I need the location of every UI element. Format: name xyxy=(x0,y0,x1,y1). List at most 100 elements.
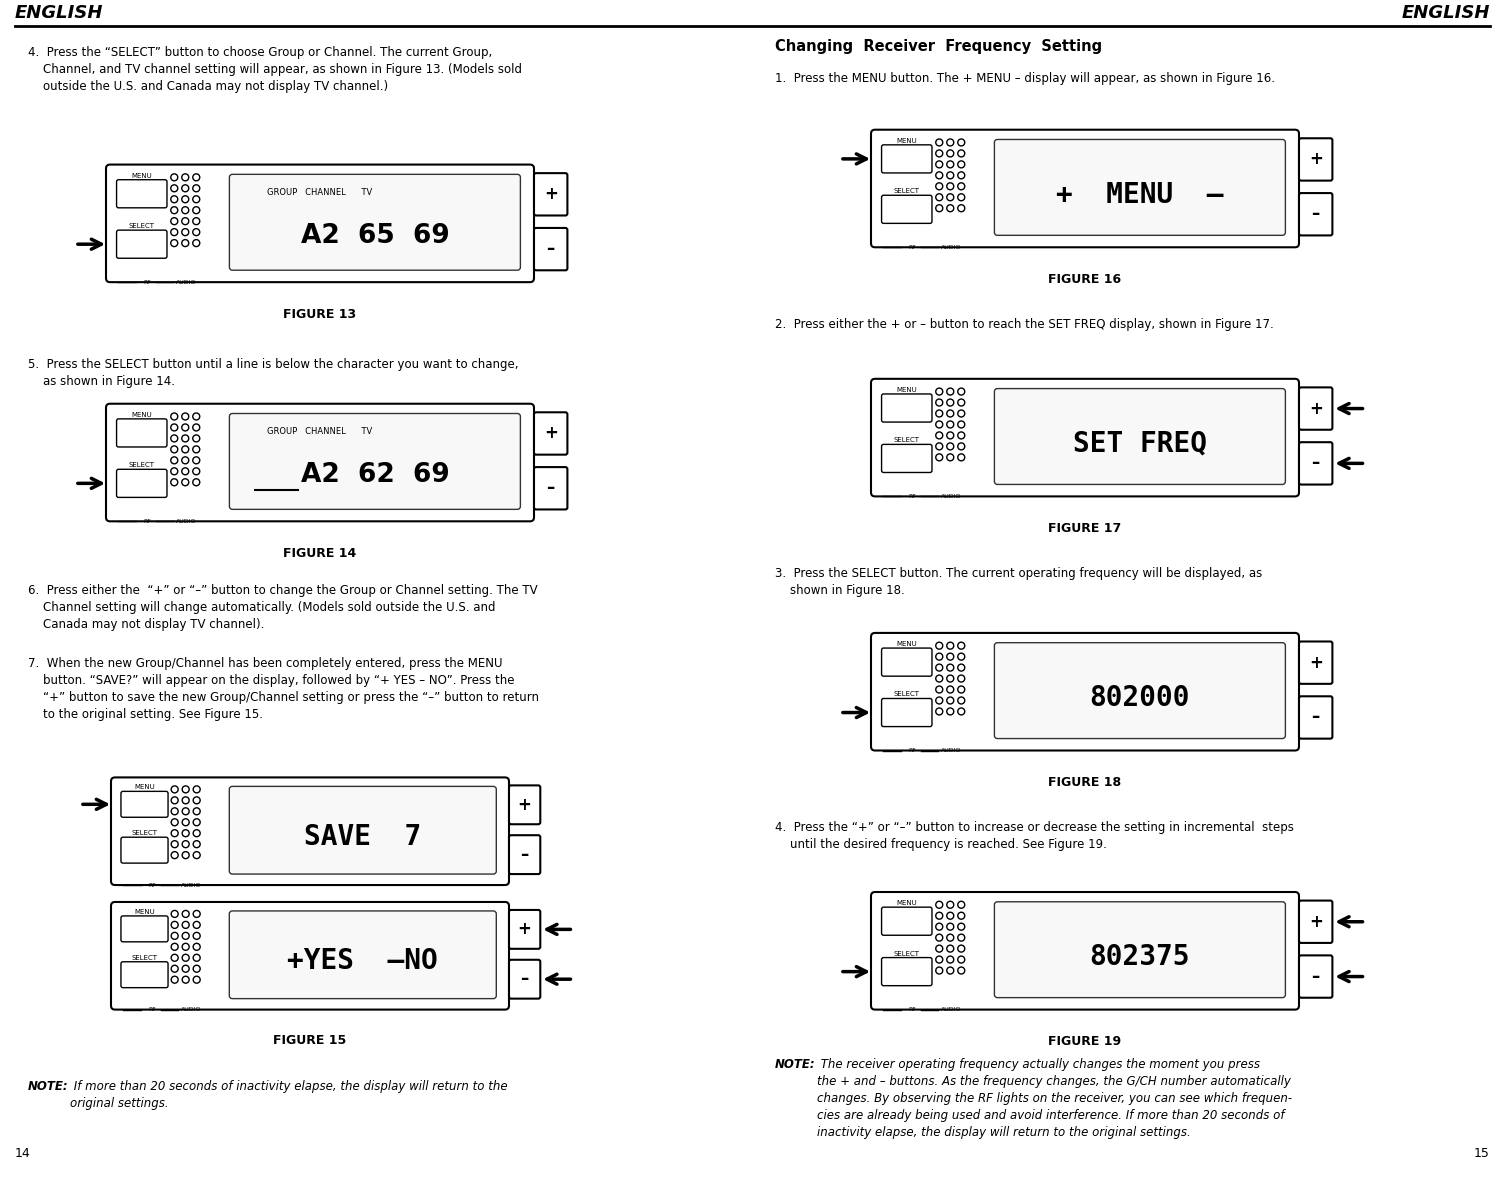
FancyBboxPatch shape xyxy=(882,394,932,423)
Text: 3.  Press the SELECT button. The current operating frequency will be displayed, : 3. Press the SELECT button. The current … xyxy=(775,567,1263,597)
Text: MENU: MENU xyxy=(897,900,917,906)
Text: –: – xyxy=(1311,454,1320,472)
FancyBboxPatch shape xyxy=(534,228,567,271)
Text: The receiver operating frequency actually changes the moment you press
the + and: The receiver operating frequency actuall… xyxy=(817,1058,1293,1139)
Text: AUDIO: AUDIO xyxy=(941,245,962,250)
FancyBboxPatch shape xyxy=(1299,443,1332,485)
Text: +: + xyxy=(1309,912,1323,931)
FancyBboxPatch shape xyxy=(1299,387,1332,430)
FancyBboxPatch shape xyxy=(111,778,509,885)
Text: RF: RF xyxy=(908,494,917,499)
Text: 4.  Press the “+” or “–” button to increase or decrease the setting in increment: 4. Press the “+” or “–” button to increa… xyxy=(775,822,1294,851)
FancyBboxPatch shape xyxy=(116,231,167,258)
FancyBboxPatch shape xyxy=(534,173,567,215)
Text: 802000: 802000 xyxy=(1090,684,1190,712)
FancyBboxPatch shape xyxy=(871,129,1299,247)
Text: SAVE  7: SAVE 7 xyxy=(304,823,421,851)
Text: –: – xyxy=(1311,205,1320,224)
Text: –: – xyxy=(521,845,528,864)
Text: FIGURE 19: FIGURE 19 xyxy=(1049,1036,1121,1049)
FancyBboxPatch shape xyxy=(995,388,1285,485)
FancyBboxPatch shape xyxy=(509,959,540,998)
FancyBboxPatch shape xyxy=(116,470,167,498)
Text: AUDIO: AUDIO xyxy=(941,749,962,753)
Text: MENU: MENU xyxy=(131,173,152,179)
Text: SELECT: SELECT xyxy=(894,951,920,957)
FancyBboxPatch shape xyxy=(882,649,932,676)
Text: GROUP   CHANNEL      TV: GROUP CHANNEL TV xyxy=(266,427,372,437)
Text: NOTE:: NOTE: xyxy=(775,1058,816,1071)
Text: +: + xyxy=(1309,151,1323,168)
Text: RF: RF xyxy=(908,245,917,250)
FancyBboxPatch shape xyxy=(882,195,932,224)
Text: RF: RF xyxy=(147,1008,157,1012)
Text: MENU: MENU xyxy=(897,138,917,144)
Text: –: – xyxy=(546,479,555,497)
FancyBboxPatch shape xyxy=(120,837,169,863)
Text: +: + xyxy=(518,796,531,813)
Text: SELECT: SELECT xyxy=(131,955,158,960)
Text: ENGLISH: ENGLISH xyxy=(15,4,104,22)
Text: SELECT: SELECT xyxy=(131,830,158,836)
Text: +: + xyxy=(1309,653,1323,672)
FancyBboxPatch shape xyxy=(509,785,540,824)
Text: 14: 14 xyxy=(15,1148,30,1161)
Text: SET FREQ: SET FREQ xyxy=(1073,430,1207,458)
FancyBboxPatch shape xyxy=(871,379,1299,497)
FancyBboxPatch shape xyxy=(995,902,1285,998)
FancyBboxPatch shape xyxy=(1299,900,1332,943)
Text: –: – xyxy=(1311,967,1320,985)
Text: FIGURE 16: FIGURE 16 xyxy=(1049,273,1121,286)
Text: RF: RF xyxy=(143,519,150,524)
FancyBboxPatch shape xyxy=(111,902,509,1010)
FancyBboxPatch shape xyxy=(882,145,932,173)
Text: MENU: MENU xyxy=(131,412,152,418)
Text: MENU: MENU xyxy=(134,784,155,791)
Text: MENU: MENU xyxy=(897,641,917,647)
FancyBboxPatch shape xyxy=(105,165,534,282)
Text: 1.  Press the MENU button. The + MENU – display will appear, as shown in Figure : 1. Press the MENU button. The + MENU – d… xyxy=(775,72,1275,85)
Text: RF: RF xyxy=(908,1008,917,1012)
Text: SELECT: SELECT xyxy=(129,463,155,468)
FancyBboxPatch shape xyxy=(120,791,169,817)
Text: NOTE:: NOTE: xyxy=(29,1080,69,1093)
FancyBboxPatch shape xyxy=(509,836,540,875)
FancyBboxPatch shape xyxy=(229,786,497,875)
Text: RF: RF xyxy=(143,280,150,285)
FancyBboxPatch shape xyxy=(120,916,169,942)
FancyBboxPatch shape xyxy=(509,910,540,949)
Text: +: + xyxy=(518,920,531,938)
FancyBboxPatch shape xyxy=(995,139,1285,235)
Text: FIGURE 14: FIGURE 14 xyxy=(283,547,357,560)
FancyBboxPatch shape xyxy=(1299,956,1332,998)
Text: FIGURE 13: FIGURE 13 xyxy=(283,308,357,321)
FancyBboxPatch shape xyxy=(229,413,521,510)
Text: AUDIO: AUDIO xyxy=(941,1008,962,1012)
FancyBboxPatch shape xyxy=(1299,641,1332,684)
Text: RF: RF xyxy=(147,883,157,887)
Text: AUDIO: AUDIO xyxy=(181,883,202,887)
FancyBboxPatch shape xyxy=(871,892,1299,1010)
Text: AUDIO: AUDIO xyxy=(941,494,962,499)
Text: ENGLISH: ENGLISH xyxy=(1401,4,1490,22)
Text: RF: RF xyxy=(908,749,917,753)
FancyBboxPatch shape xyxy=(995,643,1285,738)
Text: 15: 15 xyxy=(1473,1148,1490,1161)
Text: If more than 20 seconds of inactivity elapse, the display will return to the
ori: If more than 20 seconds of inactivity el… xyxy=(71,1080,507,1110)
Text: SELECT: SELECT xyxy=(894,692,920,698)
Text: MENU: MENU xyxy=(897,387,917,393)
FancyBboxPatch shape xyxy=(229,174,521,271)
Text: 5.  Press the SELECT button until a line is below the character you want to chan: 5. Press the SELECT button until a line … xyxy=(29,358,519,388)
Text: 802375: 802375 xyxy=(1090,943,1190,971)
FancyBboxPatch shape xyxy=(882,698,932,726)
Text: 4.  Press the “SELECT” button to choose Group or Channel. The current Group,
   : 4. Press the “SELECT” button to choose G… xyxy=(29,46,522,93)
Text: GROUP   CHANNEL      TV: GROUP CHANNEL TV xyxy=(266,188,372,197)
Text: +: + xyxy=(1309,399,1323,418)
Text: –: – xyxy=(521,970,528,989)
Text: AUDIO: AUDIO xyxy=(181,1008,202,1012)
Text: +  MENU  –: + MENU – xyxy=(1057,180,1224,208)
FancyBboxPatch shape xyxy=(1299,697,1332,739)
Text: SELECT: SELECT xyxy=(894,438,920,444)
Text: –: – xyxy=(546,240,555,258)
Text: +: + xyxy=(543,185,558,204)
